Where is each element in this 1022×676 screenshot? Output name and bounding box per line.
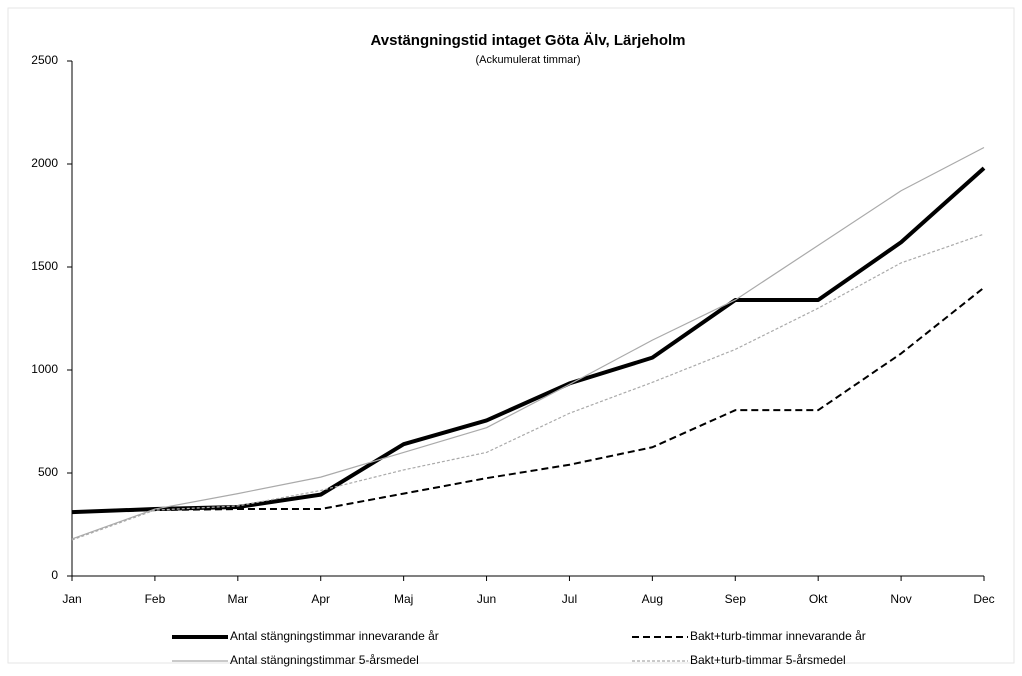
x-tick-label: Feb: [145, 592, 166, 606]
series-line: [71, 146, 985, 540]
series-line: [71, 233, 985, 541]
y-tick-label: 2000: [31, 156, 58, 170]
series-line: [71, 166, 986, 515]
legend-label: Antal stängningstimmar innevarande år: [230, 629, 439, 643]
chart-title: Avstängningstid intaget Göta Älv, Lärjeh…: [370, 32, 685, 49]
y-tick-label: 500: [38, 465, 58, 479]
y-tick-label: 0: [51, 568, 58, 582]
legend-label: Antal stängningstimmar 5-årsmedel: [230, 653, 419, 667]
x-tick-label: Dec: [973, 592, 994, 606]
y-tick-label: 1500: [31, 259, 58, 273]
x-tick-label: Sep: [725, 592, 747, 606]
series-line: [71, 286, 985, 514]
legend-label: Bakt+turb-timmar innevarande år: [690, 629, 866, 643]
legend-label: Bakt+turb-timmar 5-årsmedel: [690, 653, 846, 667]
chart-frame: [7, 7, 1015, 664]
x-tick-label: Aug: [642, 592, 663, 606]
x-tick-label: Okt: [809, 592, 828, 606]
y-tick-label: 1000: [31, 362, 58, 376]
x-tick-label: Mar: [227, 592, 248, 606]
y-tick-label: 2500: [31, 53, 58, 67]
x-tick-label: Nov: [890, 592, 911, 606]
chart-subtitle: (Ackumulerat timmar): [475, 54, 580, 66]
x-tick-label: Jun: [477, 592, 496, 606]
x-tick-label: Jul: [562, 592, 577, 606]
x-tick-label: Apr: [311, 592, 330, 606]
x-tick-label: Maj: [394, 592, 413, 606]
x-tick-label: Jan: [62, 592, 81, 606]
